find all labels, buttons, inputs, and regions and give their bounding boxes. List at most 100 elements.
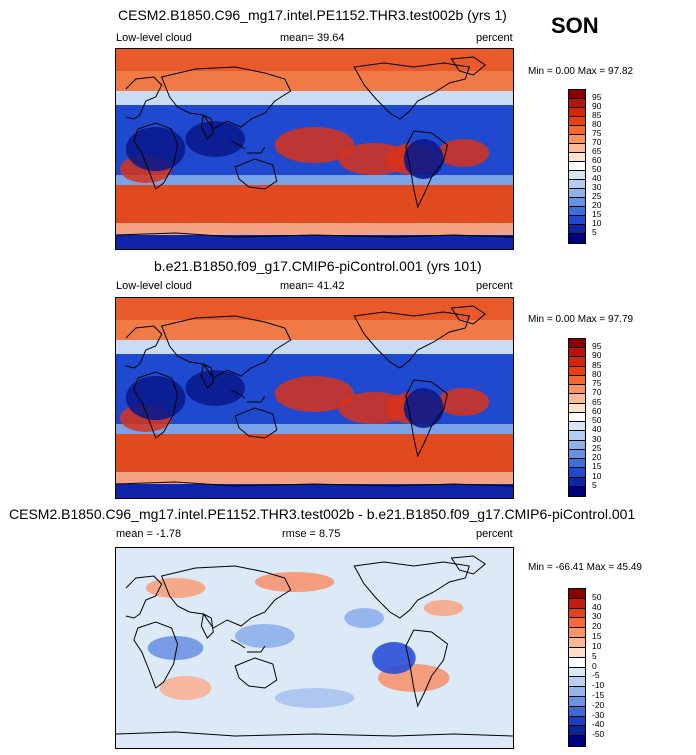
- colorbar-tick-label: 15: [592, 461, 602, 472]
- colorbar-segment: [569, 440, 585, 450]
- panel-3-mean-label: mean = -1.78: [116, 528, 182, 540]
- colorbar-segment: [569, 90, 585, 99]
- colorbar-segment: [569, 422, 585, 432]
- colorbar-segment: [569, 608, 585, 619]
- panel-1-title: CESM2.B1850.C96_mg17.intel.PE1152.THR3.t…: [118, 7, 507, 23]
- colorbar-tick-label: 20: [592, 621, 602, 632]
- colorbar-segment: [569, 207, 585, 216]
- colorbar-segment: [569, 403, 585, 413]
- colorbar-segment: [569, 108, 585, 117]
- colorbar-segment: [569, 589, 585, 599]
- panel-2-variable-label: Low-level cloud: [116, 280, 192, 292]
- colorbar-segment: [569, 598, 585, 609]
- panel-1-mean-label: mean= 39.64: [280, 32, 345, 44]
- colorbar-tick-label: 10: [592, 470, 602, 481]
- colorbar-tick-label: 15: [592, 631, 602, 642]
- colorbar-segment: [569, 375, 585, 386]
- panel-3-units-label: percent: [476, 528, 513, 540]
- panel-1-map: [115, 48, 514, 250]
- colorbar-tick-label: 50: [592, 164, 602, 174]
- colorbar-segment: [569, 706, 585, 717]
- colorbar-tick-label: 80: [592, 368, 602, 379]
- panel-3-rmse-label: rmse = 8.75: [282, 528, 341, 540]
- colorbar-tick-label: -20: [592, 699, 605, 710]
- colorbar-segment: [569, 144, 585, 153]
- colorbar-segment: [569, 162, 585, 171]
- colorbar-segment: [569, 385, 585, 395]
- panel-2-colorbar: [568, 338, 586, 497]
- colorbar-tick-label: -15: [592, 689, 605, 700]
- colorbar-segment: [569, 99, 585, 108]
- colorbar-segment: [569, 198, 585, 207]
- colorbar-tick-label: 75: [592, 128, 602, 138]
- panel-2-map: [115, 297, 514, 499]
- colorbar-segment: [569, 431, 585, 441]
- colorbar-segment: [569, 216, 585, 225]
- colorbar-segment: [569, 394, 585, 404]
- colorbar-tick-label: 60: [592, 405, 602, 416]
- colorbar-segment: [569, 486, 585, 496]
- colorbar-segment: [569, 726, 585, 737]
- colorbar-tick-label: 5: [592, 479, 597, 490]
- colorbar-segment: [569, 459, 585, 469]
- panel-3-minmax: Min = -66.41 Max = 45.49: [528, 562, 642, 573]
- colorbar-tick-label: 60: [592, 155, 602, 165]
- colorbar-segment: [569, 189, 585, 198]
- colorbar-segment: [569, 618, 585, 629]
- colorbar-tick-label: 75: [592, 378, 602, 389]
- panel-1-colorbar: [568, 89, 586, 244]
- colorbar-segment: [569, 477, 585, 487]
- colorbar-segment: [569, 412, 585, 423]
- colorbar-segment: [569, 117, 585, 126]
- colorbar-segment: [569, 677, 585, 688]
- panel-3-colorbar-labels: 50 40 30 20 15 10 5 0 -5 -10 -15 -20 -30 -40 -50: [592, 588, 622, 745]
- colorbar-tick-label: 90: [592, 350, 602, 361]
- colorbar-segment: [569, 449, 585, 460]
- colorbar-tick-label: 0: [592, 660, 597, 671]
- colorbar-tick-label: 95: [592, 341, 602, 352]
- panel-1-minmax: Min = 0.00 Max = 97.82: [528, 66, 634, 77]
- colorbar-tick-label: 30: [592, 182, 602, 192]
- colorbar-segment: [569, 687, 585, 697]
- colorbar-tick-label: 10: [592, 640, 602, 651]
- colorbar-tick-label: -40: [592, 719, 605, 730]
- panel-2-colorbar-labels: 95 90 85 80 75 70 65 60 50 40 30 25 20 15 10 5: [592, 338, 622, 495]
- panel-1-colorbar-labels: 95 90 85 80 75 70 65 60 50 40 30 25 20 15 10 5: [592, 89, 622, 242]
- colorbar-segment: [569, 339, 585, 349]
- colorbar-tick-label: 40: [592, 173, 602, 183]
- panel-3-title: CESM2.B1850.C96_mg17.intel.PE1152.THR3.t…: [9, 506, 636, 522]
- colorbar-segment: [569, 647, 585, 658]
- colorbar-tick-label: 30: [592, 433, 602, 444]
- panel-1-variable-label: Low-level cloud: [116, 32, 192, 44]
- colorbar-tick-label: 5: [592, 227, 597, 237]
- panel-2-units-label: percent: [476, 280, 513, 292]
- colorbar-segment: [569, 234, 585, 243]
- colorbar-segment: [569, 628, 585, 639]
- panel-3-map: [115, 547, 514, 749]
- colorbar-tick-label: 65: [592, 146, 602, 156]
- colorbar-tick-label: 15: [592, 209, 602, 219]
- colorbar-tick-label: 25: [592, 191, 602, 201]
- colorbar-segment: [569, 171, 585, 180]
- panel-2-title: b.e21.B1850.f09_g17.CMIP6-piControl.001 …: [154, 258, 482, 274]
- colorbar-tick-label: 90: [592, 101, 602, 111]
- colorbar-tick-label: 95: [592, 92, 602, 102]
- colorbar-segment: [569, 667, 585, 678]
- colorbar-segment: [569, 366, 585, 376]
- panel-3-colorbar: [568, 588, 586, 747]
- colorbar-segment: [569, 716, 585, 727]
- colorbar-tick-label: 85: [592, 359, 602, 370]
- colorbar-tick-label: 70: [592, 387, 602, 398]
- colorbar-tick-label: 85: [592, 110, 602, 120]
- colorbar-tick-label: 50: [592, 415, 602, 426]
- colorbar-segment: [569, 468, 585, 478]
- colorbar-segment: [569, 638, 585, 648]
- colorbar-tick-label: -10: [592, 680, 605, 691]
- panel-2-mean-label: mean= 41.42: [280, 280, 345, 292]
- colorbar-segment: [569, 225, 585, 234]
- panel-2-minmax: Min = 0.00 Max = 97.79: [528, 314, 634, 325]
- panel-1-units-label: percent: [476, 32, 513, 44]
- colorbar-tick-label: -50: [592, 729, 605, 740]
- colorbar-segment: [569, 657, 585, 668]
- colorbar-tick-label: 40: [592, 424, 602, 435]
